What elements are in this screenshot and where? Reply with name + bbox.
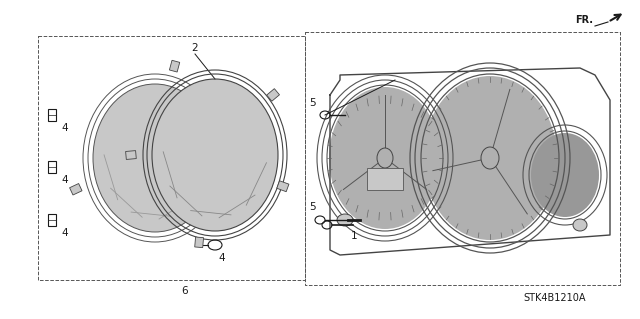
Text: 2: 2 xyxy=(192,43,198,53)
Bar xyxy=(170,60,180,72)
Ellipse shape xyxy=(93,84,217,232)
Ellipse shape xyxy=(573,219,587,231)
Text: FR.: FR. xyxy=(575,15,593,25)
Ellipse shape xyxy=(531,133,599,217)
Ellipse shape xyxy=(152,79,278,231)
Text: 5: 5 xyxy=(308,202,316,212)
Text: STK4B1210A: STK4B1210A xyxy=(524,293,586,303)
Bar xyxy=(195,237,204,248)
Text: 4: 4 xyxy=(219,253,225,263)
Bar xyxy=(125,151,136,160)
Text: 1: 1 xyxy=(351,231,357,241)
Bar xyxy=(70,183,82,195)
Text: 4: 4 xyxy=(61,228,68,238)
Ellipse shape xyxy=(329,87,441,229)
Text: 6: 6 xyxy=(182,286,188,296)
Text: 5: 5 xyxy=(308,98,316,108)
Ellipse shape xyxy=(423,76,557,240)
Ellipse shape xyxy=(337,214,353,226)
Text: 4: 4 xyxy=(61,123,68,133)
Bar xyxy=(48,161,56,173)
Ellipse shape xyxy=(481,147,499,169)
Bar xyxy=(267,89,280,101)
Text: 4: 4 xyxy=(61,175,68,185)
Bar xyxy=(48,214,56,226)
Ellipse shape xyxy=(377,148,393,168)
Bar xyxy=(48,109,56,121)
Bar xyxy=(367,168,403,190)
Bar xyxy=(277,181,289,192)
Bar xyxy=(218,184,230,195)
